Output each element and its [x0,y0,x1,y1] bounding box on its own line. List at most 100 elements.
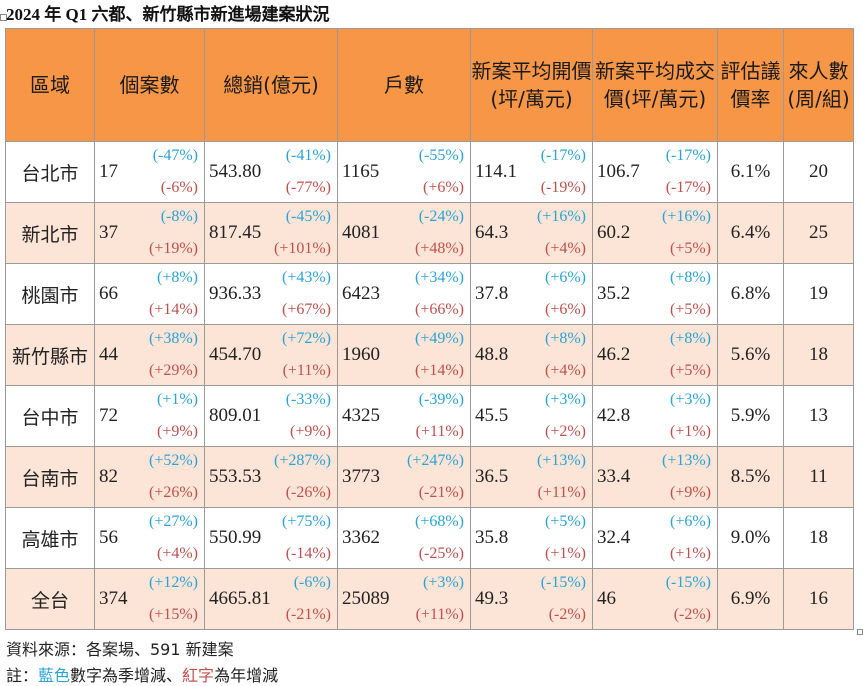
units-cell: 3773 (+247%) (-21%) [337,446,471,508]
quarterly-change: (-55%) [418,147,464,164]
units-value: 4325 [342,405,380,426]
region-cell: 新北市 [5,202,95,264]
yearly-change: (+11%) [282,362,331,379]
header-region: 區域 [5,28,95,142]
table-end-mark [857,629,863,635]
avg-asking-price-value: 48.8 [475,344,509,365]
note-red-label: 紅字 [182,666,215,685]
yearly-change: (-26%) [285,484,331,501]
cases-value: 66 [99,283,118,304]
table-header-row: 區域 個案數 總銷(億元) 戶數 新案平均開價(坪/萬元) 新案平均成交價(坪/… [5,28,854,142]
avg-asking-price-cell: 37.8 (+6%) (+6%) [470,263,593,325]
header-avg-asking-price: 新案平均開價(坪/萬元) [470,28,593,142]
units-value: 4081 [342,222,380,243]
quarterly-change: (-15%) [665,574,711,591]
total-sales-cell: 550.99 (+75%) (-14%) [204,507,338,569]
total-sales-value: 4665.81 [209,588,271,609]
yearly-change: (+9%) [156,423,198,440]
yearly-change: (-17%) [665,179,711,196]
cases-value: 82 [99,466,118,487]
yearly-change: (+6%) [422,179,464,196]
quarterly-change: (+8%) [156,269,198,286]
yearly-change: (+5%) [669,240,711,257]
avg-deal-price-cell: 46 (-15%) (-2%) [592,568,718,630]
bargain-rate-cell: 6.9% [717,568,784,630]
units-cell: 1165 (-55%) (+6%) [337,141,471,203]
units-cell: 25089 (+3%) (+11%) [337,568,471,630]
note-mid: 數字為季增減、 [70,666,183,685]
units-value: 1165 [342,161,380,182]
avg-deal-price-value: 60.2 [597,222,631,243]
header-bargain-rate: 評估議價率 [717,28,784,142]
units-value: 3362 [342,527,380,548]
avg-asking-price-cell: 48.8 (+8%) (+4%) [470,324,593,386]
header-total-sales: 總銷(億元) [204,28,338,142]
units-cell: 1960 (+49%) (+14%) [337,324,471,386]
yearly-change: (+2%) [544,423,586,440]
bargain-rate-cell: 8.5% [717,446,784,508]
quarterly-change: (+13%) [661,452,711,469]
avg-deal-price-cell: 42.8 (+3%) (+1%) [592,385,718,447]
quarterly-change: (-39%) [418,391,464,408]
cases-value: 56 [99,527,118,548]
bargain-rate-cell: 5.6% [717,324,784,386]
yearly-change: (+29%) [148,362,198,379]
table-row: 台中市 72 (+1%) (+9%) 809.01 (-33%) (+9%) 4325 (-39… [5,385,854,447]
total-sales-cell: 809.01 (-33%) (+9%) [204,385,338,447]
yearly-change: (+11%) [415,423,464,440]
yearly-change: (+11%) [537,484,586,501]
table-row: 桃園市 66 (+8%) (+14%) 936.33 (+43%) (+67%) 6423 (+… [5,263,854,325]
avg-deal-price-cell: 32.4 (+6%) (+1%) [592,507,718,569]
yearly-change: (+9%) [289,423,331,440]
avg-deal-price-cell: 35.2 (+8%) (+5%) [592,263,718,325]
quarterly-change: (+247%) [406,452,464,469]
yearly-change: (+4%) [156,545,198,562]
quarterly-change: (-33%) [285,391,331,408]
yearly-change: (+5%) [669,362,711,379]
avg-asking-price-cell: 45.5 (+3%) (+2%) [470,385,593,447]
yearly-change: (-2%) [548,606,586,623]
quarterly-change: (-8%) [160,208,198,225]
cases-value: 72 [99,405,118,426]
cases-value: 44 [99,344,118,365]
yearly-change: (+26%) [148,484,198,501]
region-cell: 台中市 [5,385,95,447]
yearly-change: (+4%) [544,240,586,257]
yearly-change: (-25%) [418,545,464,562]
quarterly-change: (+68%) [414,513,464,530]
cases-cell: 66 (+8%) (+14%) [94,263,205,325]
avg-asking-price-cell: 36.5 (+13%) (+11%) [470,446,593,508]
bargain-rate-cell: 6.1% [717,141,784,203]
visitors-cell: 18 [783,324,854,386]
quarterly-change: (+27%) [148,513,198,530]
yearly-change: (+67%) [281,301,331,318]
yearly-change: (-21%) [285,606,331,623]
avg-deal-price-cell: 46.2 (+8%) (+5%) [592,324,718,386]
avg-asking-price-value: 49.3 [475,588,509,609]
quarterly-change: (+8%) [544,330,586,347]
quarterly-change: (-6%) [293,574,331,591]
yearly-change: (+14%) [414,362,464,379]
quarterly-change: (+52%) [148,452,198,469]
yearly-change: (-21%) [418,484,464,501]
table-row: 新竹縣市 44 (+38%) (+29%) 454.70 (+72%) (+11%) 1960… [5,324,854,386]
quarterly-change: (-41%) [285,147,331,164]
quarterly-change: (-17%) [540,147,586,164]
total-sales-cell: 454.70 (+72%) (+11%) [204,324,338,386]
page-title: 2024 年 Q1 六都、新竹縣市新進場建案狀況 [6,5,330,24]
visitors-cell: 16 [783,568,854,630]
legend-note: 註：藍色數字為季增減、紅字為年增減 [6,662,278,686]
cases-cell: 374 (+12%) (+15%) [94,568,205,630]
quarterly-change: (+13%) [536,452,586,469]
header-cases: 個案數 [94,28,205,142]
cases-value: 37 [99,222,118,243]
cases-cell: 82 (+52%) (+26%) [94,446,205,508]
yearly-change: (+48%) [414,240,464,257]
quarterly-change: (+43%) [281,269,331,286]
note-blue-label: 藍色 [38,666,71,685]
avg-deal-price-value: 42.8 [597,405,631,426]
quarterly-change: (+12%) [148,574,198,591]
yearly-change: (-77%) [285,179,331,196]
table-row: 新北市 37 (-8%) (+19%) 817.45 (-45%) (+101%) 4081 (… [5,202,854,264]
avg-asking-price-value: 35.8 [475,527,509,548]
